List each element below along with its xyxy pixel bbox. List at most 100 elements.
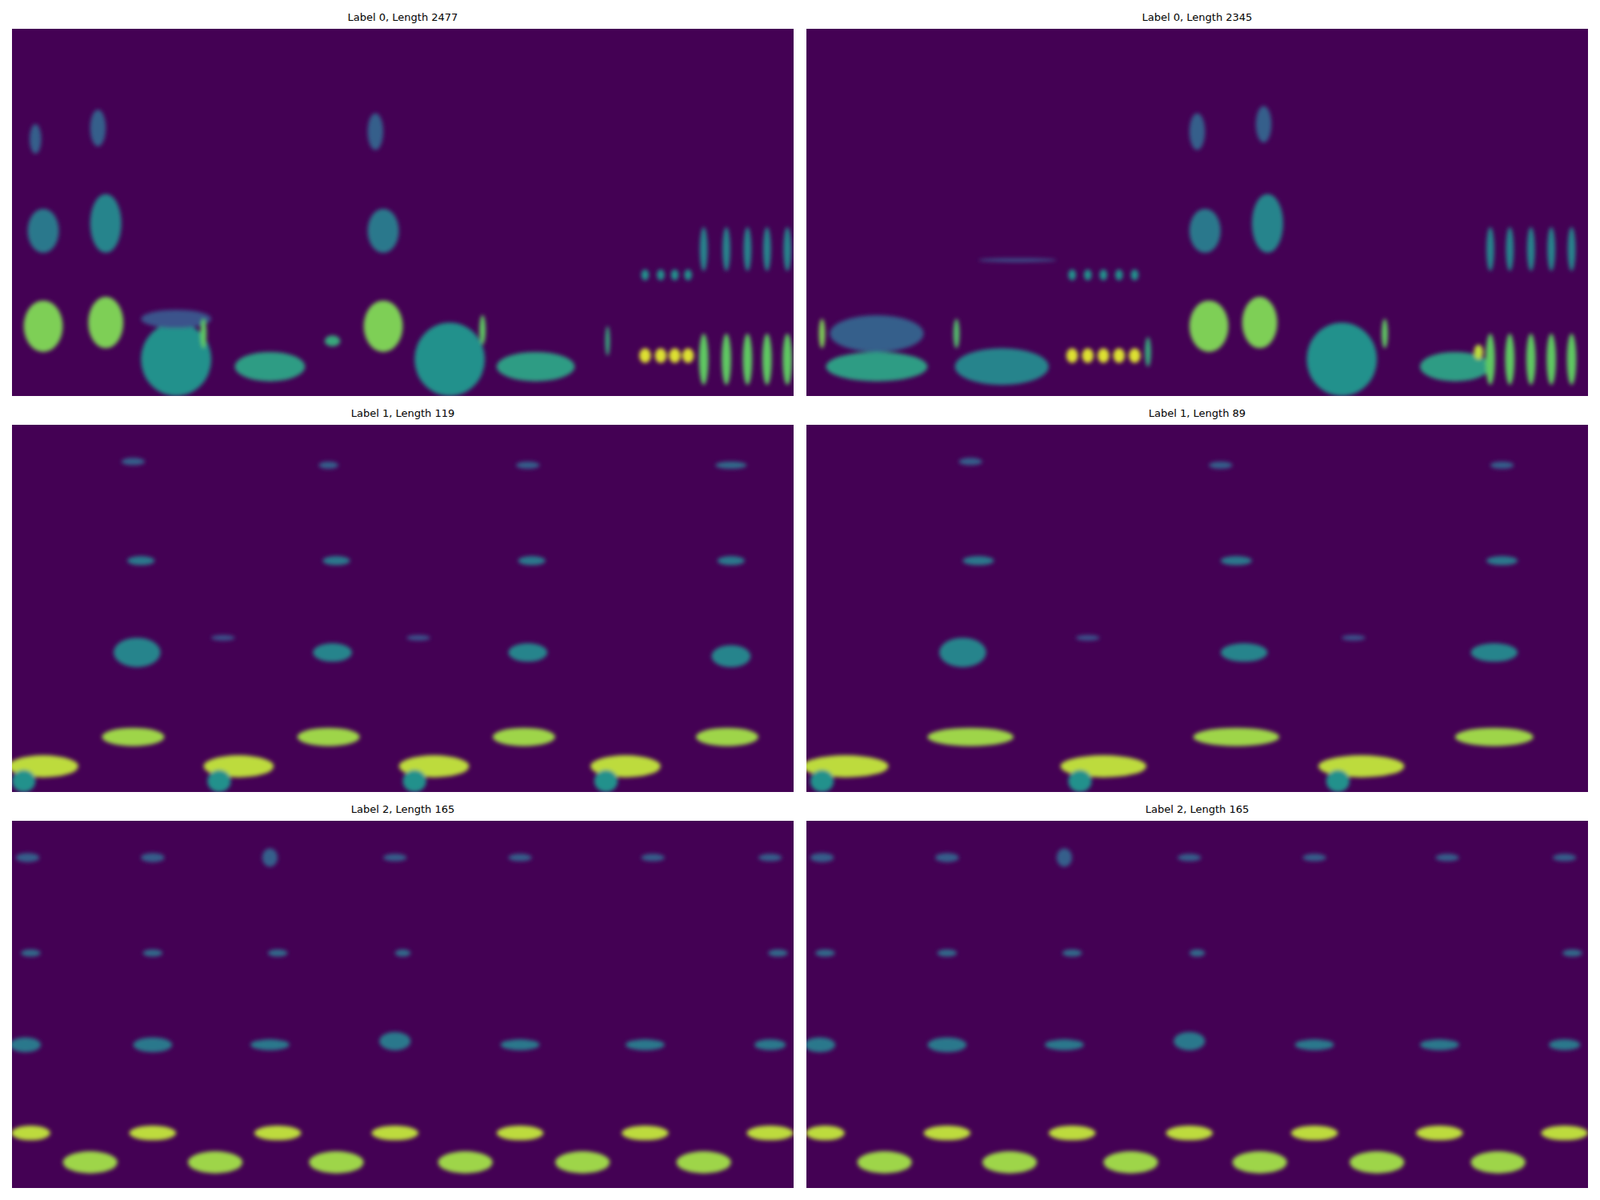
energy-blob (1144, 337, 1152, 368)
energy-blob (640, 853, 664, 861)
energy-blob (140, 309, 212, 328)
energy-blob (810, 852, 834, 862)
energy-blob (1189, 300, 1229, 352)
energy-blob (1473, 344, 1484, 360)
energy-blob (1189, 949, 1206, 957)
energy-blob (516, 461, 540, 469)
energy-blob (1103, 1151, 1158, 1174)
energy-blob (140, 852, 164, 862)
energy-blob (762, 333, 772, 385)
energy-blob (668, 348, 681, 363)
spectrogram (12, 457, 759, 792)
energy-blob (742, 333, 752, 385)
energy-blob (1326, 769, 1350, 792)
energy-blob (1068, 269, 1076, 281)
energy-blob (318, 461, 338, 469)
energy-blob (819, 319, 826, 349)
energy-blob (1165, 1125, 1213, 1140)
energy-blob (63, 1151, 118, 1174)
energy-blob (12, 1037, 41, 1052)
energy-blob (1295, 1039, 1335, 1051)
energy-blob (1193, 728, 1280, 747)
panel (8, 424, 794, 792)
energy-blob (1115, 269, 1124, 281)
energy-blob (268, 949, 288, 957)
energy-blob (1562, 949, 1582, 957)
energy-blob (1232, 1151, 1287, 1174)
energy-blob (1099, 269, 1108, 281)
energy-blob (368, 208, 400, 253)
energy-blob (322, 556, 350, 565)
energy-blob (129, 1125, 177, 1140)
energy-blob (20, 949, 40, 957)
spectrogram (12, 848, 794, 1173)
energy-blob (1455, 728, 1534, 747)
plot-background (12, 424, 794, 792)
energy-blob (479, 315, 486, 345)
energy-blob (1302, 853, 1326, 861)
energy-blob (254, 1125, 302, 1140)
energy-blob (1470, 1151, 1525, 1174)
energy-blob (1128, 348, 1141, 363)
energy-blob (699, 333, 709, 385)
energy-blob (711, 644, 751, 668)
energy-blob (717, 556, 745, 565)
energy-blob (1242, 296, 1278, 348)
panel-title: Label 0, Length 2345 (1142, 11, 1253, 24)
panel (804, 820, 1588, 1188)
energy-blob (250, 1039, 290, 1051)
energy-blob (1486, 556, 1518, 565)
panel (9, 820, 794, 1188)
energy-blob (1076, 635, 1100, 641)
energy-blob (758, 853, 782, 861)
spectrogram (819, 105, 1577, 396)
energy-blob (414, 322, 485, 396)
energy-blob (324, 335, 341, 347)
energy-blob (1112, 348, 1125, 363)
energy-blob (621, 1125, 669, 1140)
energy-blob (1349, 1151, 1404, 1174)
energy-blob (810, 769, 834, 792)
energy-blob (508, 643, 548, 662)
energy-blob (1540, 1125, 1588, 1140)
energy-blob (88, 296, 124, 348)
energy-blob (1173, 1032, 1205, 1051)
panel-title: Label 1, Length 119 (351, 407, 456, 420)
energy-blob (783, 227, 792, 272)
panel-title: Label 2, Length 165 (1145, 803, 1250, 816)
panel (802, 424, 1588, 792)
energy-blob (101, 728, 164, 747)
energy-blob (395, 949, 412, 957)
energy-blob (29, 124, 42, 154)
energy-blob (364, 300, 404, 352)
energy-blob (1208, 461, 1232, 469)
energy-blob (496, 352, 576, 382)
panel (806, 28, 1588, 396)
energy-blob (188, 1151, 243, 1174)
energy-blob (143, 949, 163, 957)
energy-blob (1548, 1039, 1580, 1051)
energy-blob (234, 352, 305, 382)
energy-blob (403, 769, 427, 792)
energy-blob (312, 643, 352, 662)
energy-blob (379, 1032, 411, 1051)
energy-blob (24, 300, 64, 352)
energy-blob (12, 1125, 51, 1140)
energy-blob (655, 348, 668, 363)
energy-blob (1189, 113, 1206, 151)
energy-blob (625, 1039, 665, 1051)
energy-blob (939, 637, 987, 668)
energy-blob (1527, 227, 1536, 272)
energy-blob (1097, 348, 1110, 363)
energy-blob (959, 457, 983, 465)
energy-blob (953, 319, 960, 349)
energy-blob (297, 728, 360, 747)
energy-blob (927, 1037, 967, 1052)
energy-blob (829, 315, 924, 352)
energy-blob (1066, 348, 1079, 363)
spectrogram (806, 848, 1588, 1173)
energy-blob (935, 852, 959, 862)
figure: Label 0, Length 2477Label 0, Length 2345… (0, 0, 1600, 1200)
energy-blob (16, 852, 40, 862)
energy-blob (1485, 333, 1496, 385)
